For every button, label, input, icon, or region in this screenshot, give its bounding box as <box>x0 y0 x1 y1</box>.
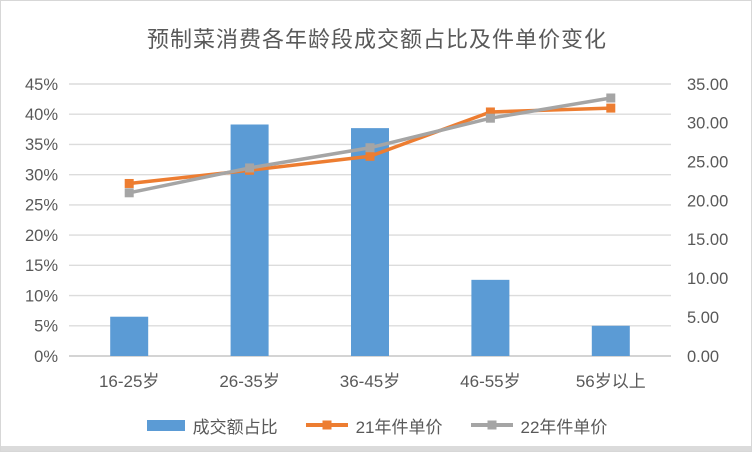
right-axis-tick-label: 20.00 <box>687 192 728 210</box>
marker-21年件单价 <box>606 103 616 113</box>
right-axis-tick-label: 30.00 <box>687 115 728 133</box>
chart-title: 预制菜消费各年龄段成交额占比及件单价变化 <box>146 27 607 52</box>
marker-21年件单价 <box>124 178 134 188</box>
right-axis-tick-label: 15.00 <box>687 231 728 249</box>
x-axis-category-label: 16-25岁 <box>99 372 159 391</box>
right-axis-tick-label: 35.00 <box>687 76 728 94</box>
chart-legend: 成交额占比 21年件单价 22年件单价 <box>1 412 752 438</box>
left-axis-tick-label: 15% <box>25 257 58 275</box>
marker-22年件单价 <box>606 93 616 103</box>
left-axis-tick-label: 25% <box>25 197 58 215</box>
x-axis-category-label: 26-35岁 <box>219 372 279 391</box>
bar-成交额占比 <box>591 325 630 356</box>
legend-bar-swatch <box>146 419 185 431</box>
left-axis-tick-label: 0% <box>34 348 58 366</box>
window-bottom-edge <box>1 446 751 451</box>
left-axis-tick-label: 30% <box>25 166 58 184</box>
bar-成交额占比 <box>230 124 269 357</box>
legend-item-line-21: 21年件单价 <box>305 413 443 438</box>
left-axis-tick-label: 5% <box>34 318 58 336</box>
legend-line-marker-swatch <box>305 420 348 430</box>
legend-label: 22年件单价 <box>520 417 608 437</box>
left-axis-tick-label: 10% <box>25 287 58 305</box>
bar-成交额占比 <box>110 316 149 356</box>
bar-成交额占比 <box>471 279 510 356</box>
marker-22年件单价 <box>365 143 375 153</box>
x-axis-category-label: 36-45岁 <box>340 372 400 391</box>
marker-21年件单价 <box>485 107 495 117</box>
right-axis-tick-label: 0.00 <box>687 348 719 366</box>
x-axis-category-label: 46-55岁 <box>460 372 520 391</box>
right-axis-tick-label: 25.00 <box>687 153 728 171</box>
legend-label: 21年件单价 <box>355 417 443 437</box>
bar-成交额占比 <box>351 128 389 356</box>
legend-item-line-22: 22年件单价 <box>470 413 608 438</box>
legend-item-bar-series: 成交额占比 <box>146 413 278 438</box>
marker-22年件单价 <box>124 188 134 198</box>
right-axis-tick-label: 5.00 <box>687 309 719 327</box>
right-axis-tick-label: 10.00 <box>687 270 728 288</box>
left-axis-tick-label: 20% <box>25 227 58 245</box>
left-axis-tick-label: 45% <box>25 76 58 94</box>
marker-22年件单价 <box>485 113 495 123</box>
legend-line-marker-swatch <box>470 420 513 430</box>
marker-21年件单价 <box>365 151 375 161</box>
left-axis-tick-label: 35% <box>25 136 58 154</box>
x-axis-category-label: 56岁以上 <box>576 372 646 391</box>
legend-label: 成交额占比 <box>192 417 278 437</box>
marker-22年件单价 <box>245 163 255 173</box>
left-axis-tick-label: 40% <box>25 106 58 124</box>
